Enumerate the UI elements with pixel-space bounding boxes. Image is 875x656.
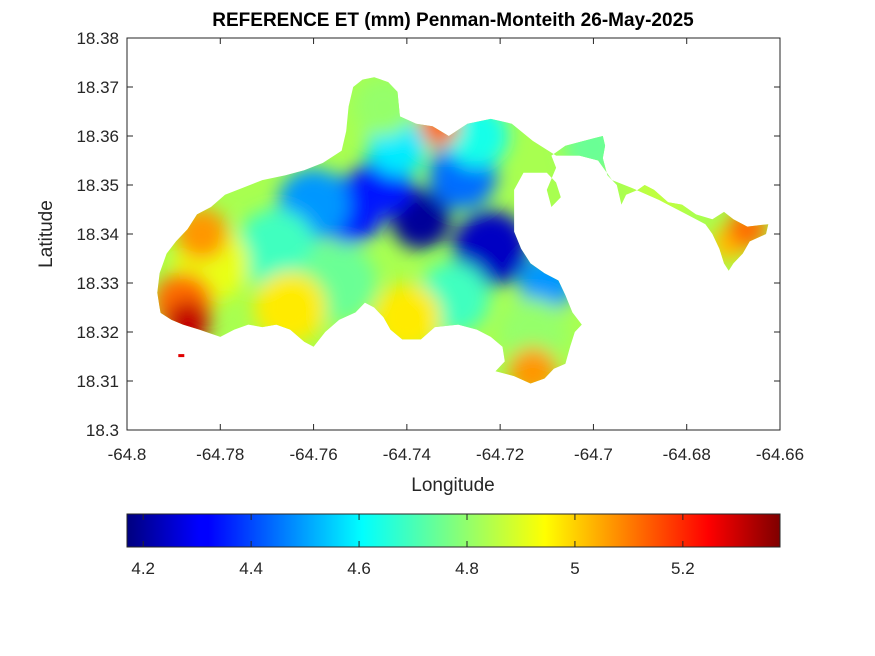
colorbar-tick-label: 5.2 <box>671 559 695 578</box>
y-tick-label: 18.33 <box>76 274 119 293</box>
chart-title: REFERENCE ET (mm) Penman-Monteith 26-May… <box>212 10 694 31</box>
heatmap-blob <box>498 298 567 366</box>
y-tick-label: 18.38 <box>76 29 119 48</box>
x-tick-label: -64.76 <box>289 445 337 464</box>
x-axis: -64.8 -64.78 -64.76 -64.74 -64.72 -64.7 -64.68… <box>108 38 804 464</box>
x-tick-label: -64.72 <box>476 445 524 464</box>
y-tick-label: 18.31 <box>76 372 119 391</box>
x-tick-label: -64.7 <box>574 445 613 464</box>
y-tick-label: 18.35 <box>76 176 119 195</box>
y-tick-label: 18.36 <box>76 127 119 146</box>
x-tick-label: -64.66 <box>756 445 804 464</box>
colorbar-tick-label: 4.4 <box>239 559 263 578</box>
x-tick-label: -64.8 <box>108 445 147 464</box>
y-tick-label: 18.34 <box>76 225 119 244</box>
heatmap-blob <box>236 208 317 289</box>
x-tick-label: -64.68 <box>663 445 711 464</box>
colorbar-ticks: 4.2 4.4 4.6 4.8 5 5.2 <box>131 514 695 578</box>
heatmap-islet <box>178 354 185 358</box>
colorbar <box>126 513 781 548</box>
colorbar-tick-label: 4.2 <box>131 559 155 578</box>
y-tick-label: 18.3 <box>86 421 119 440</box>
y-axis-label: Latitude <box>36 200 57 268</box>
y-tick-label: 18.32 <box>76 323 119 342</box>
colorbar-tick-label: 4.6 <box>347 559 371 578</box>
x-tick-label: -64.78 <box>196 445 244 464</box>
colorbar-tick-label: 5 <box>570 559 579 578</box>
y-axis: 18.3 18.31 18.32 18.33 18.34 18.35 18.36 18.37 1… <box>76 29 780 440</box>
y-tick-label: 18.37 <box>76 78 119 97</box>
x-tick-label: -64.74 <box>383 445 431 464</box>
colorbar-tick-label: 4.8 <box>455 559 479 578</box>
x-axis-label: Longitude <box>411 475 494 496</box>
